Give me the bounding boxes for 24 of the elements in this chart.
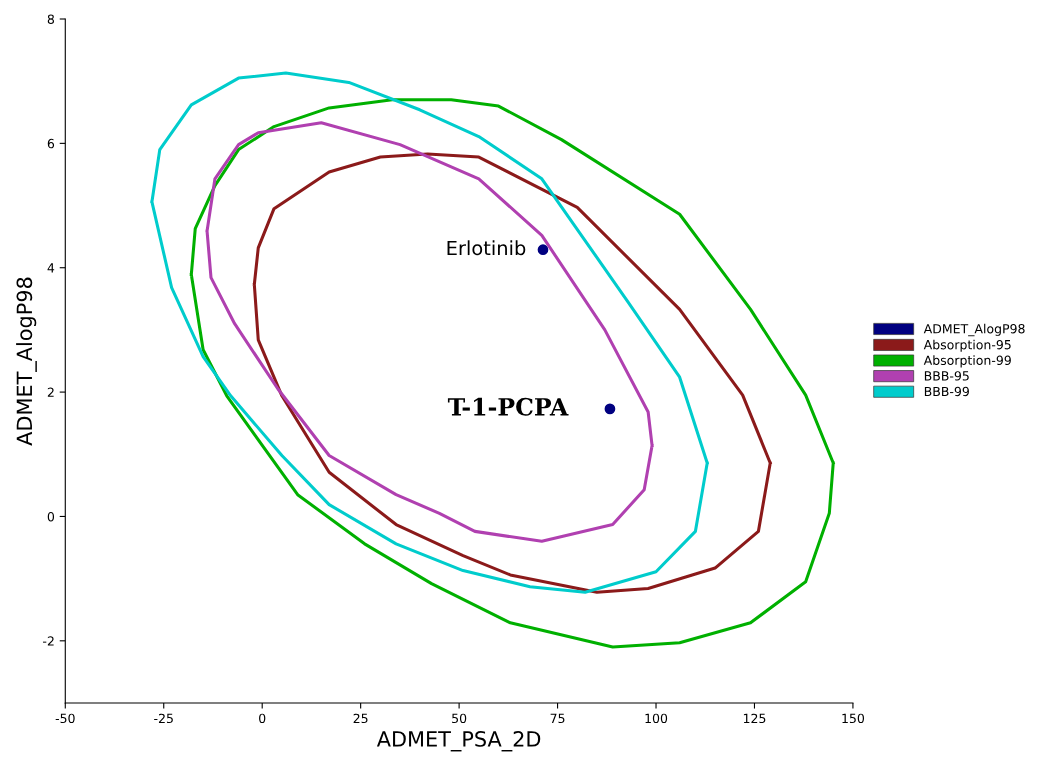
x-tick-label: -50: [55, 713, 75, 724]
x-tick-label: 50: [452, 713, 467, 724]
legend-label: Absorption-99: [923, 355, 1011, 368]
legend-label: ADMET_AlogP98: [923, 323, 1025, 337]
annotation: Erlotinib: [447, 240, 526, 256]
x-tick-label: 100: [645, 713, 668, 724]
x-tick-label: 25: [353, 713, 368, 724]
y-tick-label: 8: [47, 14, 55, 24]
y-axis-title: ADMET_AlogP98: [16, 277, 37, 446]
legend-label: BBB-95: [924, 371, 969, 381]
y-tick-label: 6: [47, 138, 55, 149]
x-tick-label: 150: [842, 713, 865, 724]
x-tick-label: -25: [154, 713, 173, 724]
legend-label: Absorption-95: [923, 339, 1011, 352]
annotation: T-1-PCPA: [447, 397, 569, 416]
y-tick-label: 2: [47, 387, 54, 397]
legend-label: BBB-99: [924, 386, 969, 397]
x-tick-label: 0: [259, 713, 266, 724]
y-tick-label: 0: [47, 511, 55, 522]
y-tick-label: 4: [47, 263, 55, 273]
y-tick-label: -2: [43, 636, 54, 646]
x-axis-title: ADMET_PSA_2D: [376, 731, 541, 752]
x-tick-label: 125: [743, 713, 766, 724]
x-tick-label: 75: [550, 713, 565, 724]
